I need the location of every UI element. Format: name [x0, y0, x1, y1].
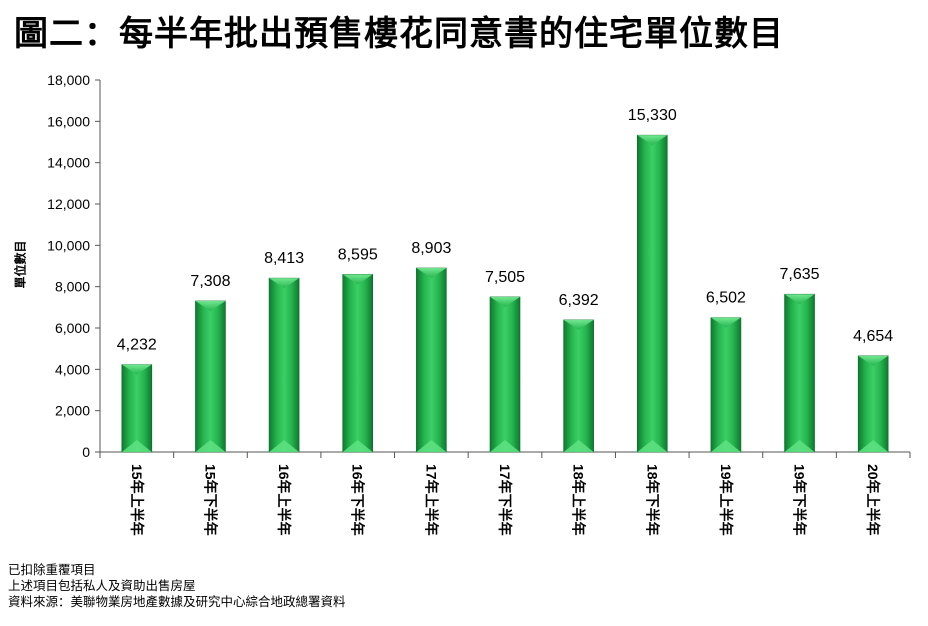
bar: [636, 134, 668, 453]
x-category-label: 15年上半年: [129, 464, 145, 536]
x-category-label: 19年下半年: [792, 464, 808, 536]
bar-top-bevel: [710, 317, 741, 328]
bar-group: 15,330: [628, 107, 677, 453]
bar-bottom-bevel: [858, 440, 889, 452]
x-category-label: 18年上半年: [571, 464, 587, 536]
bar-group: 4,654: [853, 328, 893, 453]
bar-chart: 0 2,000 4,000 6,000 8,000 10,000 12,000 14,000 1…: [47, 72, 911, 536]
y-tick-label: 18,000: [47, 72, 90, 88]
bar-bottom-bevel: [490, 440, 520, 452]
footnotes: 已扣除重覆項目 上述項目包括私人及資助出售房屋 資料來源：美聯物業房地產數據及研…: [8, 562, 346, 610]
bar-top-bevel: [637, 135, 668, 146]
bar-value-label: 4,654: [853, 328, 893, 345]
bar-group: 4,232: [117, 337, 157, 453]
x-category-label: 17年上半年: [423, 464, 439, 536]
bar-top-bevel: [490, 296, 520, 307]
y-tick-label: 10,000: [47, 237, 90, 253]
bar-group: 7,635: [780, 266, 820, 453]
footnote-1: 已扣除重覆項目: [8, 562, 96, 577]
bar: [563, 319, 594, 453]
bar-bottom-bevel: [121, 440, 152, 452]
bar-value-label: 8,413: [264, 250, 304, 267]
bar-top-bevel: [342, 274, 373, 285]
x-category-label: 19年上半年: [718, 464, 734, 536]
bar-bottom-bevel: [563, 440, 594, 452]
chart-title: 圖二：每半年批出預售樓花同意書的住宅單位數目: [14, 14, 784, 54]
bar-group: 7,308: [190, 273, 231, 453]
bar-top-bevel: [416, 268, 447, 279]
bars: 4,232 7,308 8,413 8,595 8,903 7,505 6,392 15,33…: [117, 107, 893, 453]
bar-value-label: 6,502: [706, 290, 746, 307]
bar-group: 6,502: [706, 290, 746, 453]
bar-group: 7,505: [485, 269, 525, 453]
bar-value-label: 4,232: [117, 337, 157, 354]
bar-value-label: 7,308: [190, 273, 230, 290]
bar-bottom-bevel: [195, 440, 226, 452]
bar-top-bevel: [269, 278, 300, 289]
bar-group: 8,903: [411, 240, 451, 453]
bar-bottom-bevel: [710, 440, 741, 452]
y-tick-label: 6,000: [55, 320, 90, 336]
y-tick-label: 4,000: [55, 361, 90, 377]
footnote-source: 資料來源：美聯物業房地產數據及研究中心綜合地政總署資料: [8, 594, 346, 609]
bar-top-bevel: [563, 319, 594, 330]
y-tick-label: 0: [82, 444, 90, 460]
bar: [342, 274, 374, 453]
y-axis: 0 2,000 4,000 6,000 8,000 10,000 12,000 14,000 1…: [47, 72, 101, 460]
bar-bottom-bevel: [342, 440, 373, 452]
bar-value-label: 15,330: [628, 107, 677, 124]
y-tick-label: 12,000: [47, 196, 90, 212]
bar: [268, 277, 300, 453]
bar: [710, 317, 742, 453]
bar: [121, 364, 153, 453]
bar: [857, 355, 889, 453]
bar: [489, 296, 521, 453]
y-tick-label: 8,000: [55, 279, 90, 295]
y-tick-label: 2,000: [55, 403, 90, 419]
footnote-2: 上述項目包括私人及資助出售房屋: [8, 578, 196, 593]
bar: [784, 293, 815, 453]
x-category-label: 17年下半年: [497, 464, 513, 536]
x-axis: 15年上半年 15年下半年 16年上半年 16年下半年 17年上半年 17年下半年 18年上…: [99, 451, 911, 536]
bar-value-label: 8,595: [338, 246, 378, 263]
bar-group: 6,392: [559, 292, 599, 453]
bar-top-bevel: [858, 355, 889, 366]
bar-group: 8,413: [264, 250, 304, 453]
bar-group: 8,595: [338, 246, 378, 453]
bar-bottom-bevel: [637, 440, 668, 452]
x-category-label: 16年下半年: [350, 464, 366, 536]
y-tick-label: 14,000: [47, 155, 90, 171]
bar-top-bevel: [121, 364, 152, 375]
bar: [195, 300, 226, 453]
x-category-label: 20年上半年: [865, 464, 881, 536]
x-category-label: 18年下半年: [644, 464, 660, 536]
bar-bottom-bevel: [269, 440, 300, 452]
bar: [416, 267, 447, 453]
y-axis-label: 單位數目: [13, 240, 28, 289]
bar-bottom-bevel: [784, 440, 815, 452]
bar-bottom-bevel: [416, 440, 447, 452]
x-category-label: 15年下半年: [202, 464, 218, 536]
bar-value-label: 7,505: [485, 269, 525, 286]
bar-value-label: 7,635: [780, 266, 820, 283]
bar-value-label: 8,903: [411, 240, 451, 257]
x-category-label: 16年上半年: [276, 464, 292, 536]
bar-top-bevel: [784, 294, 815, 305]
y-tick-label: 16,000: [47, 113, 90, 129]
bar-value-label: 6,392: [559, 292, 599, 309]
bar-top-bevel: [195, 300, 226, 311]
